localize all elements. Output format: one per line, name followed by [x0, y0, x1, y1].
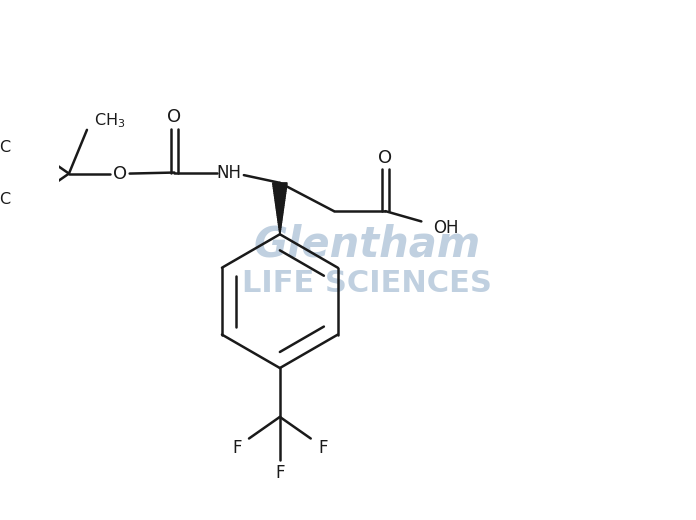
Polygon shape [276, 202, 285, 203]
Polygon shape [274, 190, 286, 191]
Polygon shape [277, 212, 283, 214]
Text: F: F [275, 464, 285, 483]
Polygon shape [278, 219, 282, 220]
Polygon shape [276, 205, 284, 207]
Text: H$_3$C: H$_3$C [0, 138, 13, 157]
Text: F: F [318, 439, 328, 457]
Polygon shape [278, 226, 281, 227]
Text: LIFE SCIENCES: LIFE SCIENCES [242, 269, 492, 297]
Polygon shape [274, 188, 286, 190]
Polygon shape [276, 209, 283, 210]
Polygon shape [278, 222, 282, 224]
Polygon shape [273, 183, 287, 185]
Text: F: F [232, 439, 242, 457]
Polygon shape [277, 215, 283, 217]
Polygon shape [276, 210, 283, 212]
Polygon shape [279, 227, 280, 229]
Polygon shape [273, 185, 287, 186]
Text: O: O [378, 149, 393, 166]
Polygon shape [274, 195, 285, 197]
Text: Glentham: Glentham [254, 224, 481, 266]
Polygon shape [276, 207, 284, 209]
Polygon shape [275, 200, 285, 202]
Text: CH$_3$: CH$_3$ [95, 111, 126, 130]
Polygon shape [279, 229, 280, 231]
Polygon shape [275, 198, 285, 200]
Text: NH: NH [216, 164, 241, 181]
Polygon shape [276, 203, 284, 205]
Polygon shape [277, 214, 283, 215]
Text: O: O [113, 164, 127, 183]
Polygon shape [273, 186, 287, 188]
Text: OH: OH [433, 219, 459, 237]
Polygon shape [279, 231, 280, 232]
Polygon shape [278, 224, 281, 226]
Text: O: O [167, 109, 182, 126]
Polygon shape [274, 193, 285, 195]
Polygon shape [274, 191, 286, 193]
Polygon shape [278, 220, 282, 222]
Polygon shape [278, 217, 283, 219]
Text: H$_3$C: H$_3$C [0, 190, 13, 209]
Polygon shape [275, 197, 285, 198]
